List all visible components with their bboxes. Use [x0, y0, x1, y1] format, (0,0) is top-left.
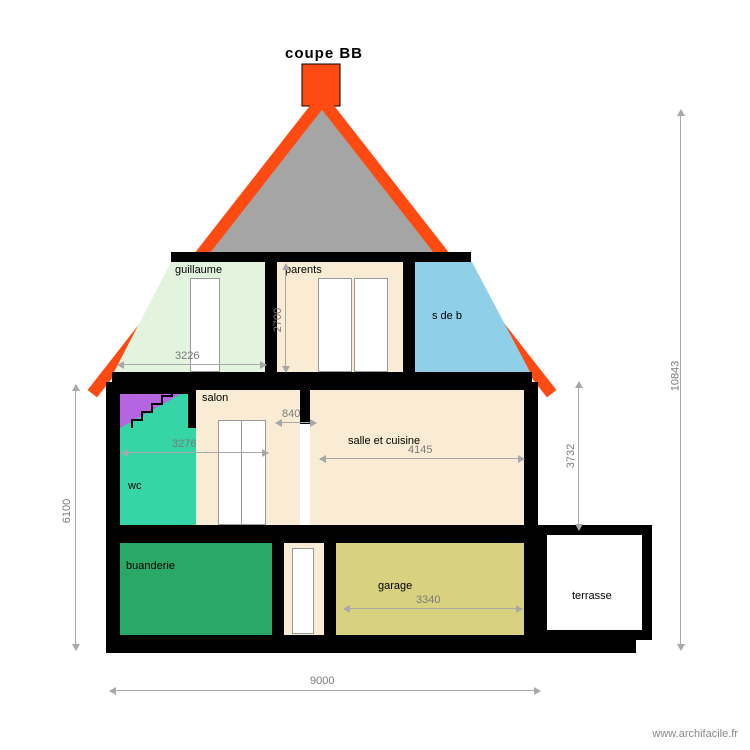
dim-9000: 9000 [310, 675, 334, 687]
label-wc: wc [128, 480, 141, 492]
dim-arrow-3732 [578, 382, 579, 530]
dim-arrow-4145 [320, 458, 524, 459]
dim-10843: 10843 [669, 361, 681, 392]
dim-840: 840 [282, 408, 300, 420]
label-buanderie: buanderie [126, 560, 175, 572]
label-parents: parents [285, 264, 322, 276]
dim-2700: 2700 [272, 308, 284, 332]
dim-arrow-3226 [118, 364, 266, 365]
dim-3276: 3276 [172, 438, 196, 450]
dim-arrow-9000 [110, 690, 540, 691]
dim-arrow-2700 [285, 264, 286, 372]
label-terrasse: terrasse [572, 590, 612, 602]
diagram-stage: coupe BB [0, 0, 750, 750]
label-guillaume: guillaume [175, 264, 222, 276]
dim-3226: 3226 [175, 350, 199, 362]
dim-6100: 6100 [61, 499, 73, 523]
dim-arrow-3340 [344, 608, 522, 609]
dim-3340: 3340 [416, 594, 440, 606]
label-sdeb: s de b [432, 310, 462, 322]
dim-arrow-6100 [75, 385, 76, 650]
room-buanderie [120, 543, 272, 635]
label-garage: garage [378, 580, 412, 592]
room-garage [336, 543, 524, 635]
dim-arrow-3276 [122, 452, 268, 453]
stair-icon [0, 0, 750, 750]
dim-4145: 4145 [408, 444, 432, 456]
door-basement [292, 548, 314, 634]
watermark: www.archifacile.fr [652, 728, 738, 740]
label-salon: salon [202, 392, 228, 404]
dim-arrow-840 [276, 422, 316, 423]
door-salon [218, 420, 266, 525]
dim-3732: 3732 [565, 444, 577, 468]
